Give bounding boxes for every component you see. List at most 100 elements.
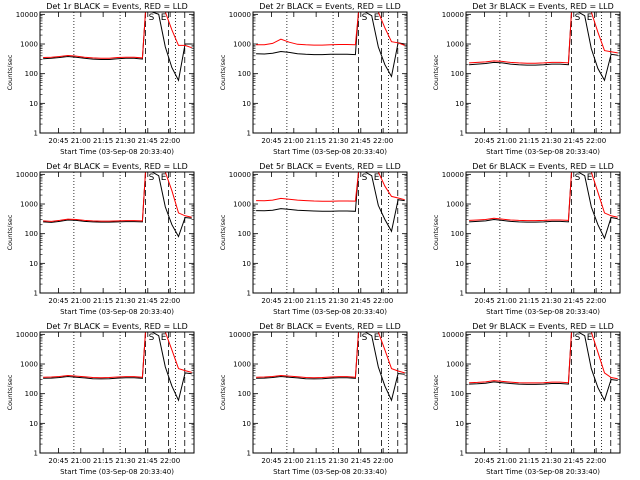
y-tick-label: 1000 bbox=[20, 361, 38, 369]
y-tick-label: 1000 bbox=[20, 201, 38, 209]
events-series-line bbox=[43, 171, 192, 238]
plot-frame bbox=[39, 11, 195, 134]
plot-frame bbox=[465, 11, 621, 134]
y-tick-label: 100 bbox=[238, 70, 251, 78]
y-tick-label: 1 bbox=[460, 290, 464, 298]
y-tick-label: 1 bbox=[34, 290, 38, 298]
y-tick-label: 1 bbox=[247, 450, 251, 458]
panel-title: Det 3r BLACK = Events, RED = LLD bbox=[472, 2, 614, 11]
start-marker: S bbox=[149, 13, 155, 23]
events-series-line bbox=[43, 331, 192, 402]
plot-frame bbox=[465, 171, 621, 294]
x-tick-label: 21:30 bbox=[115, 137, 135, 145]
y-tick-label: 10000 bbox=[442, 171, 464, 179]
x-tick-label: 21:00 bbox=[71, 297, 91, 305]
y-tick-label: 10000 bbox=[442, 331, 464, 339]
y-tick-label: 10000 bbox=[16, 171, 38, 179]
y-axis-label: Counts/sec bbox=[6, 214, 14, 250]
panel-title: Det 8r BLACK = Events, RED = LLD bbox=[259, 322, 401, 331]
x-tick-label: 21:00 bbox=[71, 137, 91, 145]
start-marker: S bbox=[149, 333, 155, 343]
x-tick-label: 21:45 bbox=[351, 297, 371, 305]
lld-series-line bbox=[256, 331, 405, 379]
y-tick-label: 10000 bbox=[16, 11, 38, 19]
plot-frame bbox=[252, 331, 408, 454]
y-tick-label: 10000 bbox=[229, 171, 251, 179]
plot-frame bbox=[39, 331, 195, 454]
lld-series-line bbox=[256, 11, 405, 46]
x-tick-label: 21:45 bbox=[138, 137, 158, 145]
y-tick-label: 10 bbox=[455, 420, 464, 428]
y-axis-label: Counts/sec bbox=[219, 54, 227, 90]
start-marker: S bbox=[575, 173, 581, 183]
y-tick-label: 1000 bbox=[233, 201, 251, 209]
y-tick-label: 100 bbox=[25, 390, 38, 398]
x-tick-label: 21:30 bbox=[328, 137, 348, 145]
y-tick-label: 100 bbox=[238, 390, 251, 398]
y-tick-label: 10 bbox=[29, 100, 38, 108]
x-axis-label: Start Time (03-Sep-08 20:33:40) bbox=[273, 308, 387, 316]
panel-title: Det 6r BLACK = Events, RED = LLD bbox=[472, 162, 614, 171]
panel-6: Det 6r BLACK = Events, RED = LLD Counts/s… bbox=[432, 162, 621, 316]
x-axis-label: Start Time (03-Sep-08 20:33:40) bbox=[486, 148, 600, 156]
x-tick-label: 22:00 bbox=[160, 457, 180, 465]
y-axis-label: Counts/sec bbox=[219, 374, 227, 410]
x-tick-label: 21:30 bbox=[541, 137, 561, 145]
panel-title: Det 4r BLACK = Events, RED = LLD bbox=[46, 162, 188, 171]
x-tick-label: 21:45 bbox=[564, 137, 584, 145]
x-tick-label: 20:45 bbox=[48, 457, 68, 465]
panel-7: Det 7r BLACK = Events, RED = LLD Counts/s… bbox=[6, 322, 195, 476]
lld-series-line bbox=[469, 11, 618, 64]
panel-4: Det 4r BLACK = Events, RED = LLD Counts/s… bbox=[6, 162, 195, 316]
x-axis-label: Start Time (03-Sep-08 20:33:40) bbox=[60, 308, 174, 316]
lld-series-line bbox=[469, 331, 618, 384]
x-tick-label: 21:30 bbox=[115, 457, 135, 465]
y-tick-label: 1 bbox=[247, 290, 251, 298]
y-tick-label: 1 bbox=[460, 450, 464, 458]
end-marker: E bbox=[374, 173, 380, 183]
y-tick-label: 10 bbox=[29, 420, 38, 428]
x-tick-label: 21:30 bbox=[541, 297, 561, 305]
lld-series-line bbox=[43, 331, 192, 379]
x-tick-label: 20:45 bbox=[474, 297, 494, 305]
x-tick-label: 21:15 bbox=[93, 297, 113, 305]
panel-8: Det 8r BLACK = Events, RED = LLD Counts/s… bbox=[219, 322, 408, 476]
events-series-line bbox=[256, 331, 405, 402]
y-tick-label: 100 bbox=[25, 70, 38, 78]
panel-title: Det 9r BLACK = Events, RED = LLD bbox=[472, 322, 614, 331]
x-tick-label: 22:00 bbox=[373, 137, 393, 145]
x-tick-label: 21:45 bbox=[564, 297, 584, 305]
x-tick-label: 20:45 bbox=[48, 297, 68, 305]
y-tick-label: 1000 bbox=[20, 41, 38, 49]
x-tick-label: 22:00 bbox=[373, 457, 393, 465]
x-tick-label: 20:45 bbox=[261, 137, 281, 145]
x-tick-label: 21:45 bbox=[351, 137, 371, 145]
x-tick-label: 21:30 bbox=[328, 297, 348, 305]
y-tick-label: 10000 bbox=[229, 11, 251, 19]
end-marker: E bbox=[587, 173, 593, 183]
panel-3: Det 3r BLACK = Events, RED = LLD Counts/s… bbox=[432, 2, 621, 156]
panel-1: Det 1r BLACK = Events, RED = LLD Counts/s… bbox=[6, 2, 195, 156]
x-axis-label: Start Time (03-Sep-08 20:33:40) bbox=[60, 148, 174, 156]
y-axis-label: Counts/sec bbox=[6, 374, 14, 410]
y-axis-label: Counts/sec bbox=[432, 214, 440, 250]
y-tick-label: 10000 bbox=[16, 331, 38, 339]
x-tick-label: 20:45 bbox=[261, 297, 281, 305]
x-axis-label: Start Time (03-Sep-08 20:33:40) bbox=[486, 468, 600, 476]
x-tick-label: 21:00 bbox=[497, 457, 517, 465]
y-tick-label: 1 bbox=[34, 450, 38, 458]
y-tick-label: 1 bbox=[247, 130, 251, 138]
x-tick-label: 22:00 bbox=[160, 137, 180, 145]
x-axis-label: Start Time (03-Sep-08 20:33:40) bbox=[273, 148, 387, 156]
x-tick-label: 20:45 bbox=[474, 137, 494, 145]
x-tick-label: 20:45 bbox=[474, 457, 494, 465]
y-axis-label: Counts/sec bbox=[432, 374, 440, 410]
start-marker: S bbox=[149, 173, 155, 183]
x-tick-label: 21:30 bbox=[115, 297, 135, 305]
plot-frame bbox=[39, 171, 195, 294]
y-tick-label: 10 bbox=[242, 100, 251, 108]
panel-title: Det 1r BLACK = Events, RED = LLD bbox=[46, 2, 188, 11]
y-tick-label: 1 bbox=[34, 130, 38, 138]
x-tick-label: 21:45 bbox=[564, 457, 584, 465]
y-tick-label: 100 bbox=[25, 230, 38, 238]
